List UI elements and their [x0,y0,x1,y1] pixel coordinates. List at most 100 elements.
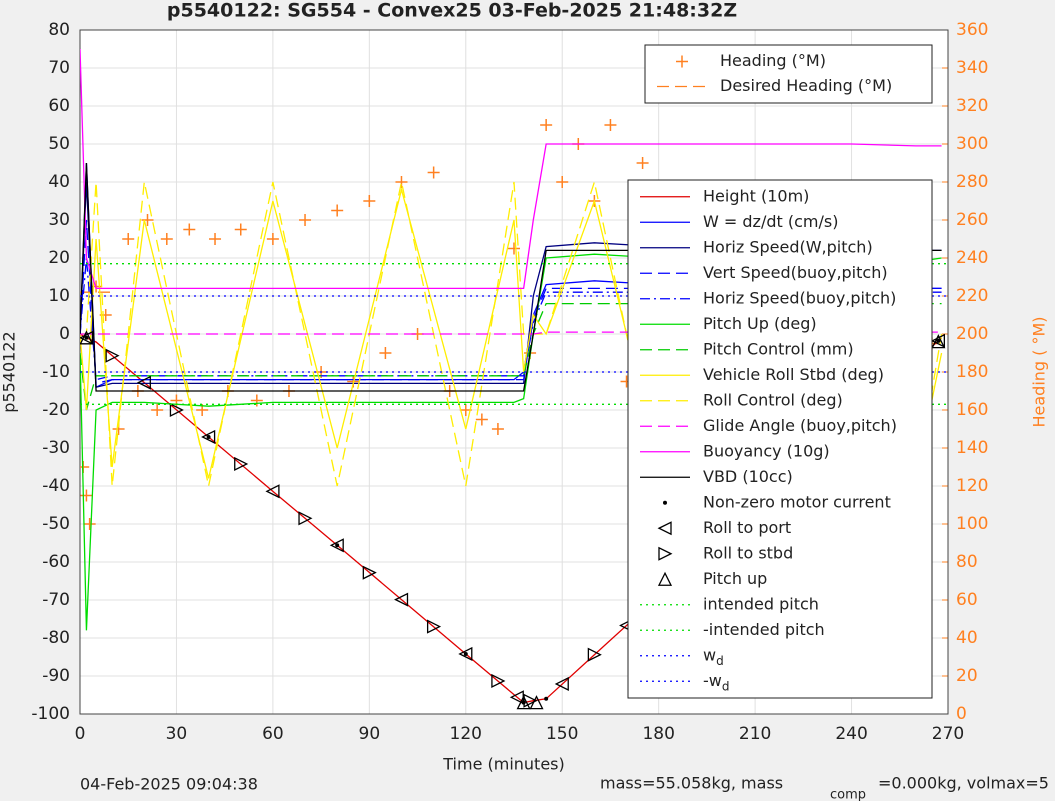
series-line [80,219,942,385]
legend-label: Desired Heading (°M) [720,76,892,95]
marker [523,693,538,708]
x-tick-label: 90 [359,724,381,744]
y2-tick-label: 180 [956,362,988,382]
legend-label: Pitch up [703,569,767,588]
legend-label: Roll to stbd [703,543,793,562]
marker [250,394,263,407]
y2-tick-label: 220 [956,286,988,306]
marker [458,646,473,662]
x-tick-label: 210 [739,724,771,744]
marker [329,538,344,553]
x-axis-label: Time (minutes) [442,755,565,774]
marker [299,214,312,226]
y2-tick-label: 340 [956,58,988,78]
y-tick-label: 80 [48,20,70,40]
legend-box [644,44,933,104]
x-tick-label: 270 [932,724,964,744]
marker [491,673,506,688]
y-tick-label: -60 [42,552,70,572]
y-tick-label: -70 [42,590,70,610]
series-line [80,179,943,487]
y-tick-label: -50 [42,514,70,534]
legend-label: Pitch Up (deg) [703,314,817,333]
y-tick-label: 50 [48,134,70,154]
y2-tick-label: 300 [956,134,988,154]
marker [426,619,442,634]
legend-label: Glide Angle (buoy,pitch) [703,416,897,435]
y-tick-label: 20 [48,248,70,268]
legend-label: Buoyancy (10g) [703,441,830,460]
marker [335,543,340,548]
legend-label: Vert Speed(buoy,pitch) [703,263,888,282]
legend-label: intended pitch [703,594,819,613]
legend-box [627,179,933,699]
marker [266,233,279,245]
y2-tick-label: 260 [956,210,988,230]
y-tick-label: 30 [48,210,70,230]
legend-label: Roll to port [703,518,791,537]
y2-tick-label: 120 [956,476,988,496]
y2-tick-label: 100 [956,514,988,534]
x-tick-label: 150 [546,724,578,744]
legend-label: Roll Control (deg) [703,390,843,409]
marker [209,233,222,245]
marker [122,233,135,245]
marker [930,333,946,348]
legend-label: Non-zero motor current [703,492,891,511]
y2-tick-label: 40 [956,628,978,648]
marker [657,571,673,586]
x-tick-label: 60 [262,724,284,744]
footer-mass: mass=55.058kg, mass [600,774,783,793]
y-tick-label: 40 [48,172,70,192]
x-tick-label: 30 [166,724,188,744]
y2-tick-label: 0 [956,704,967,724]
series-line [80,48,942,290]
marker [80,489,93,502]
y-tick-label: -40 [42,476,70,496]
marker [331,204,344,217]
marker [394,592,409,607]
marker [169,402,184,418]
y2-tick-label: 240 [956,248,988,268]
marker [136,375,151,390]
marker [234,456,249,472]
marker [516,695,531,710]
marker [676,55,688,68]
marker [463,651,468,656]
y-tick-label: -30 [42,438,70,458]
y2-tick-label: 20 [956,666,978,686]
y-tick-label: -20 [42,400,70,420]
marker [105,348,120,363]
y-tick-label: -10 [42,362,70,382]
marker [604,119,617,131]
marker [80,330,94,345]
y2-tick-label: 360 [956,20,988,40]
y-axis-label: p5540122 [0,331,19,412]
legend-sub: d [716,653,724,667]
legend-label: Horiz Speed(buoy,pitch) [703,288,896,307]
marker [427,166,440,179]
marker [663,500,667,505]
marker [83,518,96,530]
legend-label: Heading (°M) [720,51,826,70]
x-tick-label: 0 [75,724,86,744]
marker [363,195,376,207]
y-tick-label: 60 [48,96,70,116]
marker [529,695,544,710]
marker [206,434,211,439]
legend-sub: d [722,679,730,693]
x-tick-label: 240 [835,724,867,744]
y2-tick-label: 60 [956,590,978,610]
marker [540,119,553,131]
legend-label: Height (10m) [703,186,809,205]
y-tick-label: -90 [42,666,70,686]
marker [141,214,154,226]
marker [544,696,549,701]
legend-label: -intended pitch [703,620,825,639]
marker [657,521,672,536]
marker [84,335,89,340]
y2-tick-label: 140 [956,438,988,458]
marker [298,511,313,526]
y2-tick-label: 80 [956,552,978,572]
